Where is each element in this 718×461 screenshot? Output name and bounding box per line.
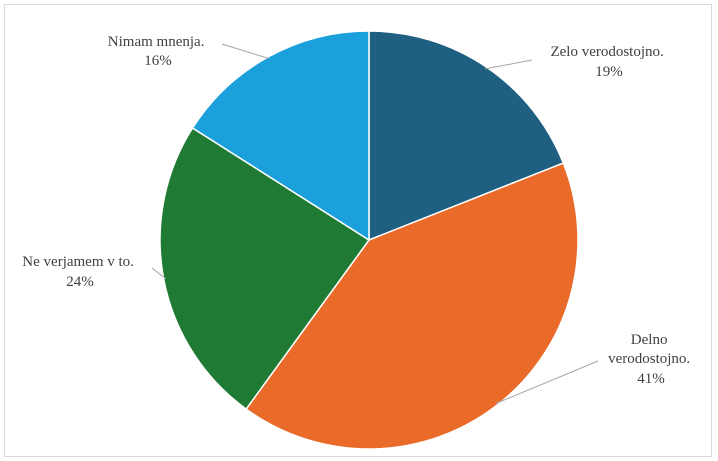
leader-lines (151, 43, 599, 404)
label-name-line2: verodostojno. (608, 351, 690, 367)
label-percent: 41% (637, 371, 665, 387)
data-label-ne-verjamem: Ne verjamem v to. 24% (22, 254, 137, 290)
data-label-delno-verodostojno: Delno verodostojno. 41% (608, 332, 694, 387)
label-percent: 16% (144, 53, 172, 69)
label-percent: 19% (595, 64, 623, 80)
pie-slices (159, 30, 579, 450)
pie-slice-ne-verjamem-v-to (159, 126, 371, 411)
pie-slice-delno-verodostojno (245, 162, 579, 450)
label-name: Nimam mnenja. (108, 34, 205, 50)
pie-slice-zelo-verodostojno (368, 30, 565, 242)
leader-line (151, 267, 167, 280)
pie-slice-nimam-mnenja (191, 30, 370, 242)
data-label-nimam-mnenja: Nimam mnenja. 16% (108, 34, 208, 69)
label-name-line1: Delno (631, 332, 668, 348)
label-percent: 24% (66, 274, 94, 290)
data-label-zelo-verodostojno: Zelo verodostojno. 19% (550, 44, 667, 80)
label-name: Zelo verodostojno. (550, 44, 663, 60)
label-name: Ne verjamem v to. (22, 254, 134, 270)
leader-line (495, 360, 599, 404)
leader-line (221, 43, 270, 60)
leader-line (485, 59, 533, 70)
